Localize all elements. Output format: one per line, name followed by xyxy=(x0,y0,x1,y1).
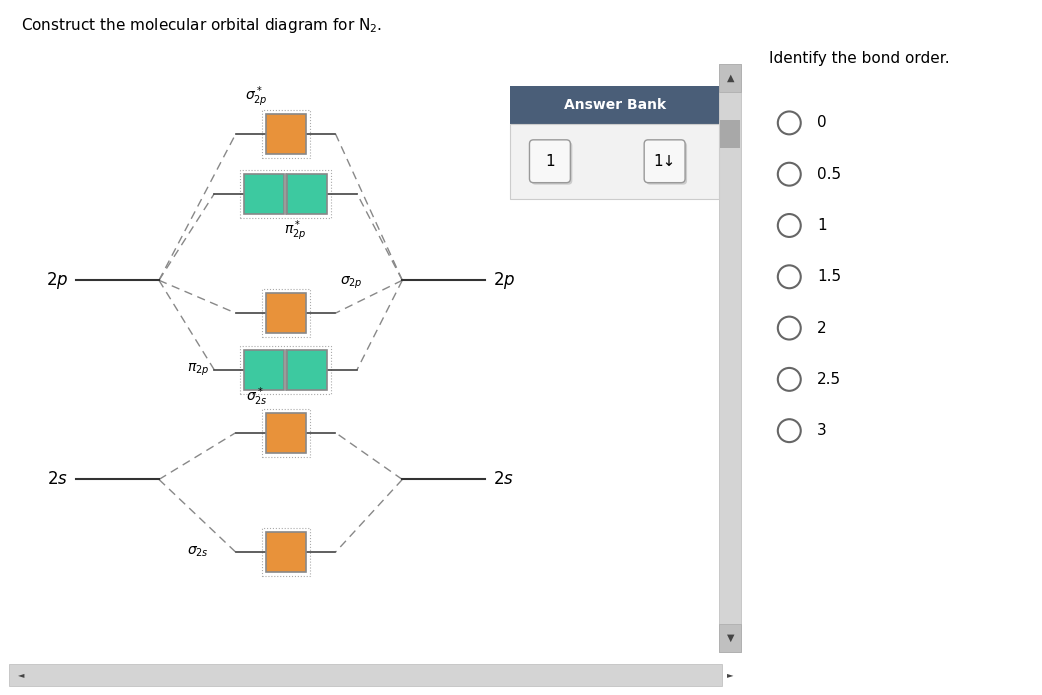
Text: $\sigma^*_{2p}$: $\sigma^*_{2p}$ xyxy=(245,85,268,109)
FancyBboxPatch shape xyxy=(266,532,305,572)
FancyBboxPatch shape xyxy=(266,114,305,154)
Text: 1.5: 1.5 xyxy=(817,269,841,284)
Text: Identify the bond order.: Identify the bond order. xyxy=(769,51,950,66)
Text: 0.5: 0.5 xyxy=(817,167,841,181)
FancyBboxPatch shape xyxy=(719,64,742,652)
Text: ▲: ▲ xyxy=(726,73,735,83)
Text: $2s$: $2s$ xyxy=(47,471,68,489)
Text: $2s$: $2s$ xyxy=(493,471,514,489)
FancyBboxPatch shape xyxy=(266,413,305,452)
Text: 1↓: 1↓ xyxy=(653,154,676,169)
FancyBboxPatch shape xyxy=(9,664,722,686)
Text: ◄: ◄ xyxy=(18,670,25,679)
FancyBboxPatch shape xyxy=(646,142,687,185)
FancyBboxPatch shape xyxy=(266,293,305,333)
FancyBboxPatch shape xyxy=(288,350,327,390)
FancyBboxPatch shape xyxy=(510,124,719,199)
Text: $2p$: $2p$ xyxy=(46,270,68,291)
Text: $\sigma_{2p}$: $\sigma_{2p}$ xyxy=(341,275,364,291)
Text: 2.5: 2.5 xyxy=(817,372,841,387)
Text: Construct the molecular orbital diagram for N$_2$.: Construct the molecular orbital diagram … xyxy=(21,16,382,35)
FancyBboxPatch shape xyxy=(529,140,570,183)
Text: ►: ► xyxy=(727,670,734,679)
Text: ▼: ▼ xyxy=(726,633,735,643)
Text: $\pi_{2p}$: $\pi_{2p}$ xyxy=(188,362,209,378)
FancyBboxPatch shape xyxy=(644,140,685,183)
Text: 2: 2 xyxy=(817,320,827,336)
Text: 0: 0 xyxy=(817,115,827,131)
Text: $2p$: $2p$ xyxy=(493,270,516,291)
Text: Answer Bank: Answer Bank xyxy=(564,98,666,112)
FancyBboxPatch shape xyxy=(531,142,572,185)
FancyBboxPatch shape xyxy=(719,624,742,652)
FancyBboxPatch shape xyxy=(288,174,327,213)
Text: 1: 1 xyxy=(817,218,827,233)
Text: $\sigma_{2s}$: $\sigma_{2s}$ xyxy=(188,545,209,559)
Text: $\pi^*_{2p}$: $\pi^*_{2p}$ xyxy=(284,218,306,243)
Text: 3: 3 xyxy=(817,423,827,438)
FancyBboxPatch shape xyxy=(510,86,719,124)
FancyBboxPatch shape xyxy=(244,174,284,213)
Text: 1: 1 xyxy=(545,154,554,169)
FancyBboxPatch shape xyxy=(244,350,284,390)
FancyBboxPatch shape xyxy=(720,120,741,148)
Text: $\sigma^*_{2s}$: $\sigma^*_{2s}$ xyxy=(246,385,268,408)
FancyBboxPatch shape xyxy=(719,64,742,92)
